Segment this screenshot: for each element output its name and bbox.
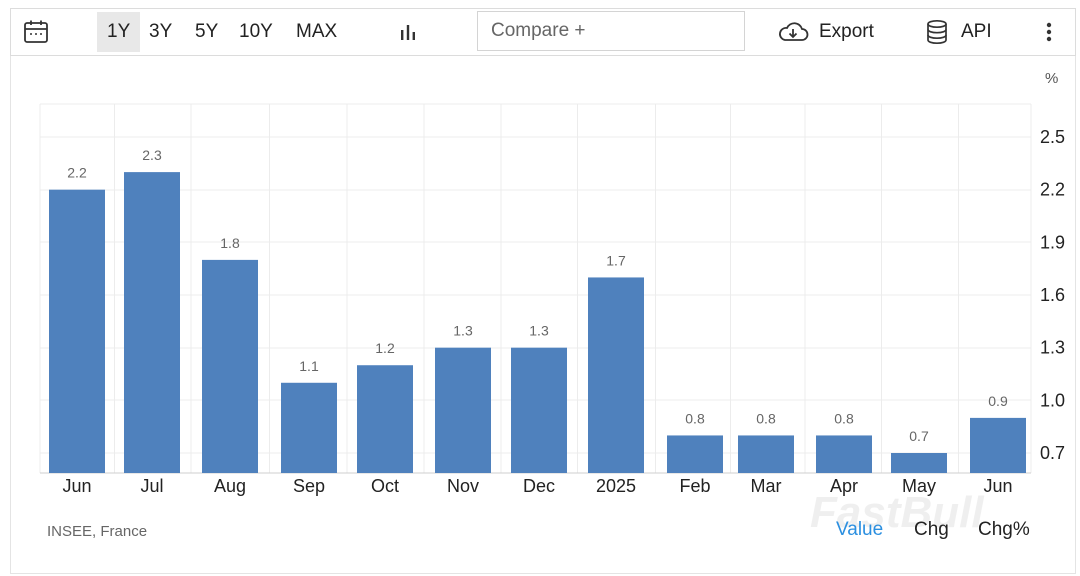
cloud-download-icon — [777, 20, 809, 44]
x-tick-label: Jun — [62, 476, 91, 496]
x-tick-label: Dec — [523, 476, 555, 496]
data-label: 0.8 — [756, 410, 776, 426]
x-tick-label: Jun — [983, 476, 1012, 496]
bar[interactable] — [49, 189, 105, 473]
range-max-button[interactable]: MAX — [296, 21, 338, 42]
bar[interactable] — [738, 435, 794, 473]
bar[interactable] — [511, 347, 567, 473]
calendar-icon[interactable] — [23, 9, 49, 55]
x-tick-label: Jul — [140, 476, 163, 496]
data-label: 1.1 — [299, 358, 319, 374]
y-tick-label: 0.7 — [1040, 443, 1065, 463]
data-label: 1.2 — [375, 340, 395, 356]
data-labels: 2.2 2.3 1.8 1.1 1.2 1.3 1.3 1.7 0.8 0.8 0.8 0.7 0.9 — [67, 147, 1008, 444]
data-label: 2.3 — [142, 147, 162, 163]
chart-toolbar: 1Y 3Y 5Y 10Y MAX Compare + Export — [10, 8, 1076, 56]
bar[interactable] — [816, 435, 872, 473]
tab-chg-percent[interactable]: Chg% — [978, 519, 1030, 540]
bar[interactable] — [970, 417, 1026, 473]
y-tick-label: 1.0 — [1040, 390, 1065, 410]
chart-panel — [10, 56, 1076, 574]
bar[interactable] — [588, 277, 644, 473]
data-label: 0.9 — [988, 393, 1008, 409]
range-5y-button[interactable]: 5Y — [195, 21, 219, 42]
y-tick-label: 2.2 — [1040, 180, 1065, 200]
range-3y-button[interactable]: 3Y — [149, 21, 173, 42]
x-tick-label: Feb — [679, 476, 710, 496]
x-tick-label: Oct — [371, 476, 399, 496]
data-label: 0.8 — [834, 410, 854, 426]
y-tick-label: 1.9 — [1040, 232, 1065, 252]
y-axis-unit: % — [1045, 70, 1059, 87]
tab-chg[interactable]: Chg — [914, 519, 949, 540]
y-axis-ticks: 2.5 2.2 1.9 1.6 1.3 1.0 0.7 — [1040, 127, 1065, 463]
tab-value[interactable]: Value — [836, 519, 884, 540]
x-tick-label: Aug — [214, 476, 246, 496]
y-tick-label: 1.6 — [1040, 285, 1065, 305]
y-tick-label: 2.5 — [1040, 127, 1065, 147]
bar[interactable] — [357, 365, 413, 473]
x-tick-label: 2025 — [596, 476, 636, 496]
data-label: 0.7 — [909, 428, 929, 444]
more-vertical-icon[interactable] — [1045, 9, 1053, 55]
range-1y-button[interactable]: 1Y — [97, 12, 141, 52]
bar[interactable] — [891, 453, 947, 473]
data-label: 0.8 — [685, 410, 705, 426]
x-tick-label: Sep — [293, 476, 325, 496]
bars — [49, 172, 1026, 473]
data-source: INSEE, France — [47, 523, 148, 540]
x-tick-label: Apr — [830, 476, 858, 496]
bar[interactable] — [124, 172, 180, 473]
export-button[interactable]: Export — [777, 9, 874, 55]
x-axis-ticks: Jun Jul Aug Sep Oct Nov Dec 2025 Feb Mar Apr May Jun — [62, 476, 1012, 496]
api-label: API — [961, 21, 992, 42]
compare-input[interactable]: Compare + — [477, 11, 745, 51]
database-icon — [925, 19, 949, 45]
data-label: 1.8 — [220, 235, 240, 251]
bar-chart-icon[interactable] — [398, 9, 418, 55]
export-label: Export — [819, 21, 874, 42]
data-label: 1.7 — [606, 252, 626, 268]
api-button[interactable]: API — [925, 9, 992, 55]
bar[interactable] — [281, 382, 337, 473]
data-label: 1.3 — [529, 323, 549, 339]
bar[interactable] — [435, 347, 491, 473]
x-tick-label: Nov — [447, 476, 479, 496]
watermark: FastBull — [810, 488, 984, 537]
data-label: 2.2 — [67, 165, 87, 181]
bar[interactable] — [202, 259, 258, 473]
x-tick-label: May — [902, 476, 936, 496]
data-label: 1.3 — [453, 323, 473, 339]
bar[interactable] — [667, 435, 723, 473]
x-tick-label: Mar — [751, 476, 782, 496]
y-tick-label: 1.3 — [1040, 338, 1065, 358]
range-10y-button[interactable]: 10Y — [239, 21, 273, 42]
